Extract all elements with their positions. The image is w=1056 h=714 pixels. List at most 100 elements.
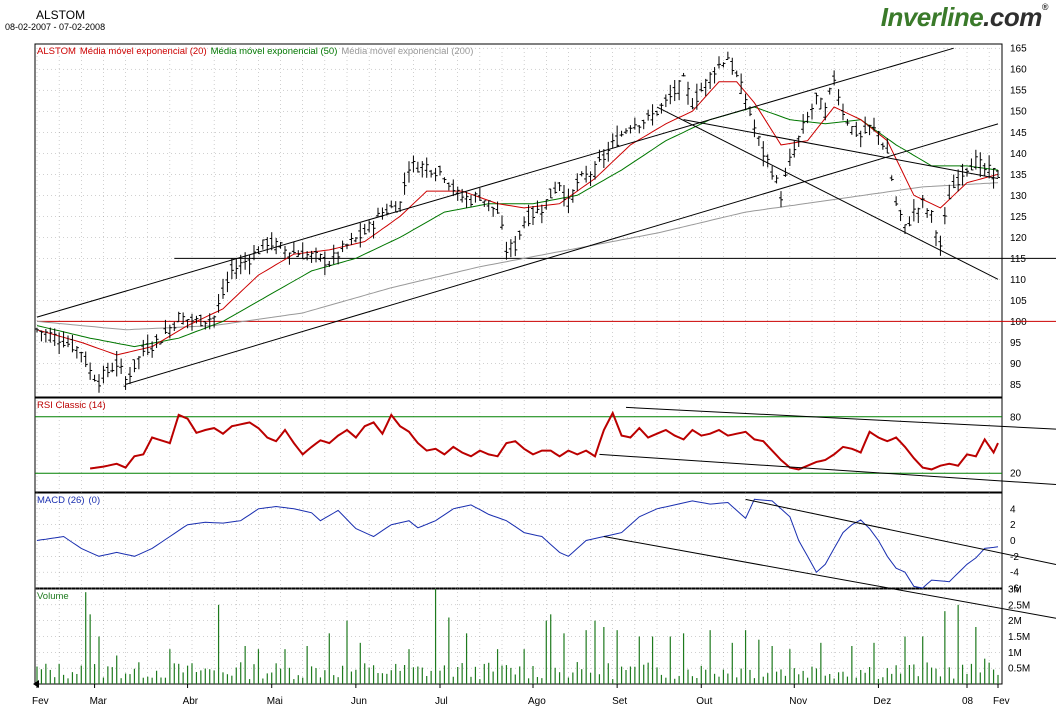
price-bar bbox=[655, 110, 659, 116]
x-tick-label: Out bbox=[696, 696, 712, 707]
price-bar bbox=[243, 252, 248, 270]
price-legend-item: Média móvel exponencial (50) bbox=[211, 46, 338, 57]
macd-trendline bbox=[603, 536, 1056, 619]
price-bar bbox=[996, 169, 1000, 178]
price-bar bbox=[663, 94, 668, 108]
macd-tick-label: -4 bbox=[1010, 568, 1019, 579]
price-bar bbox=[269, 232, 274, 251]
y-tick-label: 155 bbox=[1010, 86, 1027, 97]
price-bar bbox=[668, 84, 673, 105]
price-bar bbox=[526, 204, 531, 227]
x-tick-label: Ago bbox=[528, 696, 546, 707]
price-bar bbox=[110, 362, 115, 373]
volume-tick-label: 1M bbox=[1008, 648, 1022, 659]
y-tick-label: 145 bbox=[1010, 128, 1027, 139]
price-bar bbox=[61, 331, 66, 348]
y-tick-label: 85 bbox=[1010, 380, 1022, 391]
price-bar bbox=[703, 78, 708, 97]
price-bar bbox=[415, 161, 420, 173]
price-bar bbox=[66, 335, 70, 348]
price-bar bbox=[508, 239, 513, 258]
price-bar bbox=[411, 155, 416, 173]
price-bar bbox=[119, 358, 124, 374]
date-range: 08-02-2007 - 07-02-2008 bbox=[5, 22, 106, 32]
price-bar bbox=[172, 321, 177, 332]
y-tick-label: 120 bbox=[1010, 233, 1027, 244]
price-bar bbox=[836, 89, 841, 106]
price-trendline bbox=[656, 106, 999, 280]
price-bar bbox=[522, 216, 527, 229]
price-bar bbox=[247, 255, 252, 275]
price-bar bbox=[296, 250, 301, 258]
price-bar bbox=[792, 140, 797, 158]
price-bar bbox=[70, 334, 75, 353]
ticker-title: ALSTOM bbox=[36, 8, 86, 22]
price-bar bbox=[136, 356, 141, 370]
price-bar bbox=[690, 98, 695, 110]
price-bar bbox=[477, 187, 482, 201]
price-bar bbox=[606, 141, 611, 162]
price-bar bbox=[885, 138, 890, 154]
price-bar bbox=[916, 207, 921, 224]
price-bar bbox=[677, 80, 682, 101]
price-bar bbox=[159, 341, 163, 345]
macd-trendline bbox=[745, 498, 1056, 566]
price-bar bbox=[318, 253, 323, 262]
price-bar bbox=[818, 97, 823, 110]
price-bar bbox=[451, 179, 456, 197]
price-bar bbox=[765, 154, 770, 168]
price-bar bbox=[911, 199, 916, 222]
scroll-start-arrow bbox=[33, 680, 39, 688]
price-bar bbox=[632, 117, 637, 130]
price-legend-item: Média móvel exponencial (200) bbox=[341, 46, 473, 57]
price-panel-frame bbox=[34, 43, 1003, 398]
price-bar bbox=[637, 125, 642, 134]
price-bar bbox=[309, 250, 314, 263]
macd-line bbox=[36, 498, 999, 589]
y-tick-label: 140 bbox=[1010, 149, 1027, 160]
price-bar bbox=[207, 313, 212, 330]
macd-tick-label: 4 bbox=[1010, 504, 1016, 515]
price-bar bbox=[145, 334, 150, 356]
volume-tick-label: 0.5M bbox=[1008, 664, 1030, 675]
volume-tick-label: 2.5M bbox=[1008, 600, 1030, 611]
price-bar bbox=[274, 237, 279, 255]
price-bar bbox=[229, 258, 234, 280]
x-tick-label: Jun bbox=[351, 696, 367, 707]
price-bar bbox=[438, 165, 442, 176]
price-bar bbox=[694, 83, 699, 110]
price-bar bbox=[97, 374, 101, 393]
ema20-line bbox=[36, 81, 999, 356]
price-bar bbox=[314, 247, 318, 263]
price-bar bbox=[238, 254, 243, 275]
price-bar bbox=[641, 119, 646, 130]
price-bar bbox=[779, 191, 783, 208]
price-bar bbox=[287, 252, 292, 265]
price-bar bbox=[128, 366, 132, 385]
rsi-trendline bbox=[625, 406, 1056, 430]
price-bar bbox=[987, 155, 992, 179]
y-tick-label: 165 bbox=[1010, 44, 1027, 55]
y-tick-label: 100 bbox=[1010, 317, 1027, 328]
price-bar bbox=[39, 330, 44, 342]
rsi-tick-label: 80 bbox=[1010, 412, 1022, 423]
price-bar bbox=[531, 206, 535, 226]
price-bar bbox=[743, 93, 748, 111]
price-bar bbox=[513, 235, 518, 257]
y-tick-label: 105 bbox=[1010, 296, 1027, 307]
volume-tick-label: 1.5M bbox=[1008, 632, 1030, 643]
x-tick-label: Dez bbox=[873, 696, 891, 707]
price-bar bbox=[867, 124, 872, 136]
price-bar bbox=[686, 81, 690, 105]
price-bar bbox=[889, 175, 894, 182]
price-bar bbox=[407, 161, 411, 183]
price-bar bbox=[787, 148, 792, 167]
price-bar bbox=[938, 235, 943, 256]
price-bar bbox=[185, 319, 190, 329]
price-bar bbox=[429, 169, 434, 178]
y-tick-label: 125 bbox=[1010, 212, 1027, 223]
macd-legend-item: MACD (26) bbox=[37, 495, 85, 506]
price-bar bbox=[48, 327, 53, 343]
price-bar bbox=[544, 199, 549, 210]
